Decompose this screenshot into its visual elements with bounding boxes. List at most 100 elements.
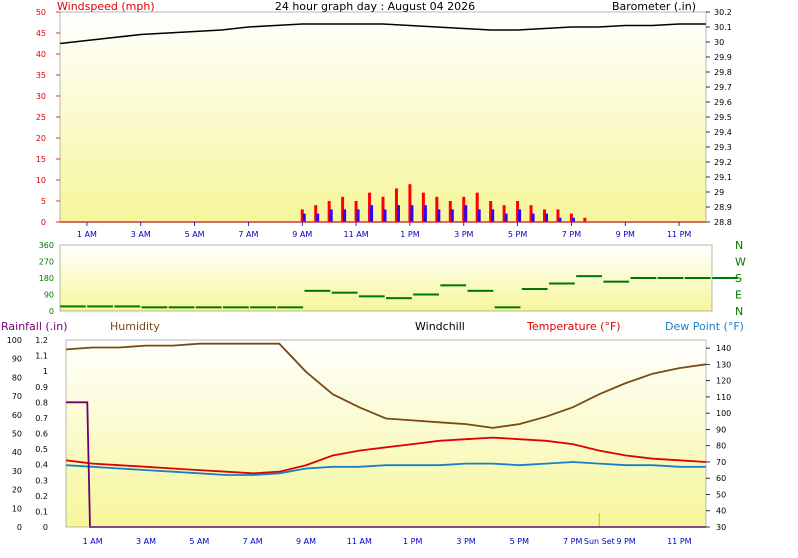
barometer-tick-label: 28.9 [714,203,732,212]
temperature-tick-label: 50 [716,490,726,499]
rainfall-tick-label: 0.8 [35,398,48,407]
temperature-tick-label: 140 [716,344,731,353]
humidity-tick-label: 40 [12,448,22,457]
rainfall-tick-label: 1.1 [35,352,48,361]
rainfall-tick-label: 0.5 [35,445,48,454]
humidity-tick-label: 50 [12,430,22,439]
humidity-tick-label: 20 [12,486,22,495]
thermo-time-tick-label: 7 PM [563,537,582,546]
direction-tick-label: 360 [39,241,54,250]
thermo-time-tick-label: 7 AM [243,537,263,546]
rainfall-tick-label: 0.2 [35,492,48,501]
compass-label: N [735,305,743,318]
barometer-tick-label: 29 [714,188,724,197]
compass-label: W [735,256,746,269]
direction-point [195,306,222,309]
wind-panel-background [60,12,706,222]
barometer-tick-label: 30.2 [714,8,732,17]
time-tick-label: 11 AM [344,230,369,239]
rainfall-tick-label: 0.9 [35,383,48,392]
temperature-tick-label: 80 [716,442,726,451]
barometer-tick-label: 30 [714,38,724,47]
barometer-axis-label: Barometer (.in) [612,0,696,13]
direction-point [223,306,249,309]
time-tick-label: 5 PM [508,230,527,239]
direction-point [304,289,331,292]
chart-title: 24 hour graph day : August 04 2026 [275,0,475,13]
thermo-time-tick-label: 3 PM [456,537,475,546]
direction-point [114,305,141,308]
temperature-tick-label: 110 [716,393,731,402]
compass-label: N [735,239,743,252]
windspeed-tick-label: 20 [36,134,46,143]
direction-point [60,305,86,308]
temperature-tick-label: 30 [716,523,726,532]
direction-tick-label: 180 [39,274,54,283]
time-tick-label: 3 AM [131,230,151,239]
direction-point [521,288,548,290]
thermo-time-tick-label: 3 AM [136,537,156,546]
direction-point [331,291,358,294]
direction-tick-label: 0 [49,307,54,316]
humidity-tick-label: 90 [12,355,22,364]
barometer-tick-label: 28.8 [714,218,732,227]
barometer-tick-label: 29.2 [714,158,732,167]
humidity-tick-label: 0 [17,523,22,532]
direction-point [386,297,412,300]
rainfall-tick-label: 0 [43,523,48,532]
rainfall-tick-label: 1 [43,367,48,376]
windspeed-tick-label: 35 [36,71,46,80]
thermo-time-tick-label: Sun Set [584,537,615,546]
direction-point [358,295,385,298]
direction-point [549,282,575,285]
direction-point [657,277,684,279]
windspeed-tick-label: 25 [36,113,46,122]
compass-label: S [735,272,742,285]
humidity-tick-label: 80 [12,373,22,382]
dewpoint-series-line [65,461,706,476]
barometer-tick-label: 29.7 [714,83,732,92]
barometer-tick-label: 30.1 [714,23,732,32]
thermo-time-tick-label: 1 PM [403,537,422,546]
time-tick-label: 7 PM [562,230,581,239]
humidity-tick-label: 30 [12,467,22,476]
direction-point [141,306,168,309]
barometer-tick-label: 29.3 [714,143,732,152]
windspeed-tick-label: 45 [36,29,46,38]
humidity-tick-label: 60 [12,411,22,420]
barometer-tick-label: 29.1 [714,173,732,182]
direction-point [250,306,276,309]
direction-point [712,277,738,279]
time-tick-label: 3 PM [454,230,473,239]
compass-label: E [735,289,742,302]
thermo-time-tick-label: 1 AM [83,537,103,546]
barometer-tick-label: 29.5 [714,113,732,122]
direction-point [467,289,494,292]
humidity-tick-label: 70 [12,392,22,401]
rainfall-tick-label: 0.1 [35,507,48,516]
direction-point [603,280,630,283]
barometer-series-line [59,23,706,45]
thermo-time-tick-label: 9 AM [296,537,316,546]
time-tick-label: 9 AM [292,230,312,239]
temperature-tick-label: 120 [716,377,731,386]
temperature-tick-label: 90 [716,425,726,434]
time-tick-label: 7 AM [238,230,258,239]
thermo-panel-background [66,340,706,527]
rainfall-tick-label: 0.6 [35,430,48,439]
rainfall-tick-label: 1.2 [35,336,48,345]
time-tick-label: 1 AM [77,230,97,239]
direction-point [630,277,657,279]
direction-point [87,305,113,308]
thermo-panel-background-border [65,339,707,528]
direction-panel-background [60,245,712,311]
windspeed-tick-label: 5 [41,197,46,206]
barometer-tick-label: 29.8 [714,68,732,77]
barometer-tick-label: 29.4 [714,128,732,137]
windspeed-tick-label: 0 [41,218,46,227]
windspeed-tick-label: 10 [36,176,46,185]
thermo-time-tick-label: 9 PM [616,537,635,546]
humidity-series-line [65,342,707,429]
